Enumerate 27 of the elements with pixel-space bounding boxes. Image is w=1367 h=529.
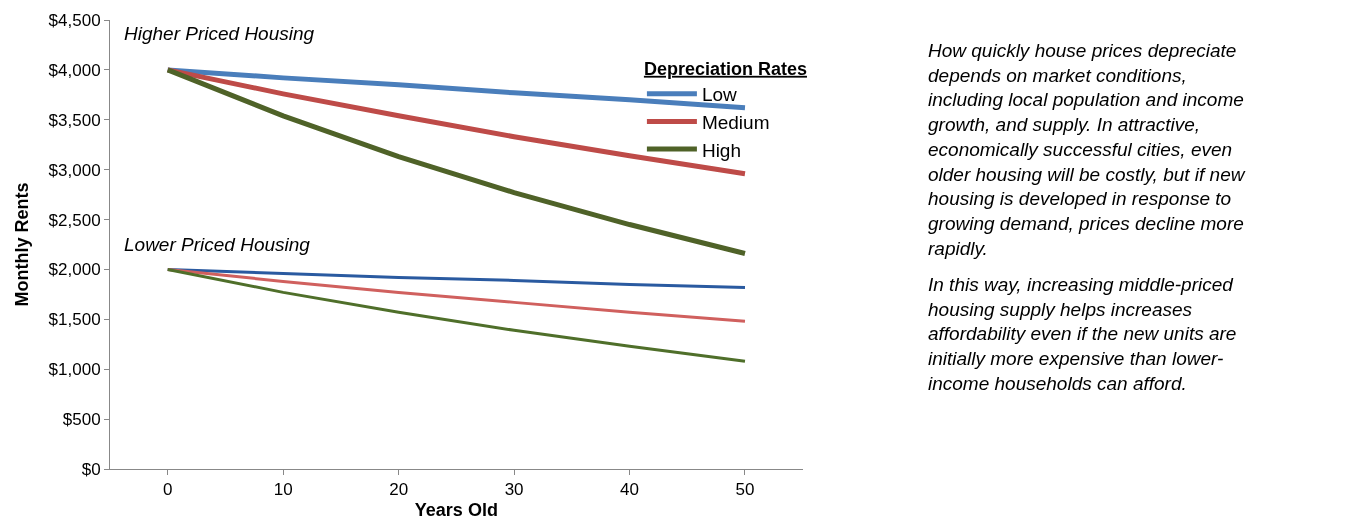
annotation: Higher Priced Housing <box>124 23 315 44</box>
y-tick-label: $4,000 <box>48 60 101 80</box>
legend-title: Depreciation Rates <box>643 58 807 79</box>
legend-label: High <box>701 139 741 161</box>
annotation: Lower Priced Housing <box>124 234 311 255</box>
x-tick-label: 20 <box>389 480 409 500</box>
y-tick-label: $1,000 <box>48 360 101 380</box>
line-series <box>166 267 747 363</box>
y-tick-label: $500 <box>62 410 101 430</box>
x-tick-label: 0 <box>163 480 173 500</box>
y-tick-label: $1,500 <box>48 310 101 330</box>
x-tick-label: 50 <box>735 480 755 500</box>
x-axis-title: Years Old <box>414 499 498 520</box>
x-tick-label: 40 <box>620 480 639 500</box>
text: In this way, increasing middle-priced housing supply helps increases affordability even if the new units are initially more expensive than lower- income households can afford. <box>928 274 1237 394</box>
text: How quickly house prices depreciate depends on market conditions, including local population and income growth, and supply. In attractive, economically successful cities, even older housing will be costly, but if new housing is developed in response to growing demand, prices decline more rapidly. <box>928 40 1245 259</box>
legend-label: Medium <box>701 111 770 133</box>
legend-label: Low <box>701 84 738 106</box>
y-tick-label: $2,000 <box>48 260 101 280</box>
y-tick-label: $3,500 <box>48 110 101 130</box>
y-tick-label: $4,500 <box>48 10 101 30</box>
y-tick-label: $0 <box>81 459 101 479</box>
y-tick-label: $2,500 <box>48 210 101 230</box>
y-tick-label: $3,000 <box>48 160 101 180</box>
x-tick-label: 30 <box>504 480 524 500</box>
x-tick-label: 10 <box>273 480 293 500</box>
y-axis-title: Monthly Rents <box>11 182 32 307</box>
